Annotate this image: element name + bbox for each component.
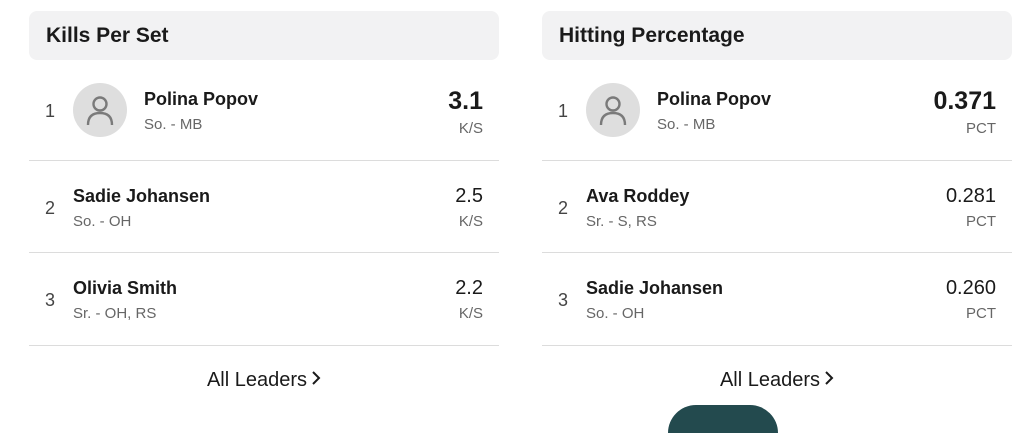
stat-value: 2.2 xyxy=(455,277,483,299)
player-meta: So. - OH xyxy=(73,213,132,230)
player-name[interactable]: Sadie Johansen xyxy=(586,278,724,298)
stat-unit: PCT xyxy=(966,120,996,137)
rank: 1 xyxy=(45,101,56,121)
player-meta: So. - MB xyxy=(657,116,716,133)
stat-value: 2.5 xyxy=(455,185,483,207)
panel-title: Kills Per Set xyxy=(29,11,499,60)
player-meta: So. - MB xyxy=(144,116,203,133)
stat-unit: K/S xyxy=(458,120,483,137)
all-leaders-link[interactable]: All Leaders xyxy=(542,369,1012,392)
person-icon xyxy=(599,96,627,126)
rank: 2 xyxy=(45,198,56,218)
player-name[interactable]: Sadie Johansen xyxy=(73,186,211,206)
leader-row[interactable]: 1 Polina Popov So. - MB 3.1 K/S xyxy=(29,69,499,161)
stat-value: 0.281 xyxy=(945,185,996,207)
leader-row[interactable]: 3 Sadie Johansen So. - OH 0.260 PCT xyxy=(542,253,1012,346)
avatar xyxy=(586,83,640,137)
player-meta: So. - OH xyxy=(586,305,645,322)
rank: 3 xyxy=(558,290,569,310)
stat-value: 3.1 xyxy=(448,87,483,115)
chevron-right-icon xyxy=(311,369,321,392)
partial-image xyxy=(668,405,778,433)
player-meta: Sr. - S, RS xyxy=(586,213,657,230)
player-name[interactable]: Ava Roddey xyxy=(586,186,690,206)
person-icon xyxy=(86,96,114,126)
rank: 3 xyxy=(45,290,56,310)
avatar xyxy=(73,83,127,137)
player-name[interactable]: Olivia Smith xyxy=(73,278,178,298)
all-leaders-label: All Leaders xyxy=(719,369,821,391)
chevron-right-icon xyxy=(824,369,834,392)
rank: 2 xyxy=(558,198,569,218)
stat-unit: K/S xyxy=(458,213,483,230)
leader-row[interactable]: 1 Polina Popov So. - MB 0.371 PCT xyxy=(542,69,1012,161)
leader-row[interactable]: 3 Olivia Smith Sr. - OH, RS 2.2 K/S xyxy=(29,253,499,346)
player-name[interactable]: Polina Popov xyxy=(144,89,259,109)
leader-row[interactable]: 2 Ava Roddey Sr. - S, RS 0.281 PCT xyxy=(542,161,1012,253)
kills-per-set-panel: Kills Per Set 1 Polina Popov So. - MB 3.… xyxy=(29,11,499,419)
rank: 1 xyxy=(558,101,569,121)
all-leaders-label: All Leaders xyxy=(206,369,308,391)
stat-unit: PCT xyxy=(966,213,996,230)
stat-value: 0.371 xyxy=(933,87,996,115)
stat-unit: PCT xyxy=(966,305,996,322)
all-leaders-link[interactable]: All Leaders xyxy=(29,369,499,392)
stat-unit: K/S xyxy=(458,305,483,322)
stat-value: 0.260 xyxy=(945,277,996,299)
player-name[interactable]: Polina Popov xyxy=(657,89,772,109)
leader-row[interactable]: 2 Sadie Johansen So. - OH 2.5 K/S xyxy=(29,161,499,253)
player-meta: Sr. - OH, RS xyxy=(73,305,157,322)
hitting-percentage-panel: Hitting Percentage 1 Polina Popov So. - … xyxy=(542,11,1012,419)
panel-title: Hitting Percentage xyxy=(542,11,1012,60)
